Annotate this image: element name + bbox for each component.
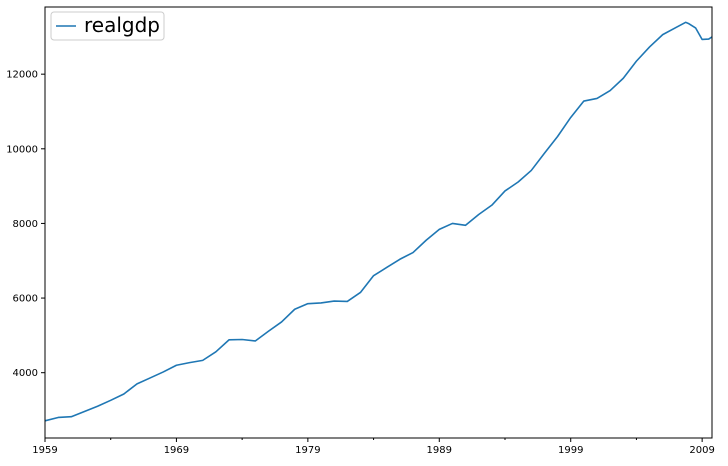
plot-frame bbox=[44, 6, 713, 439]
legend-label: realgdp bbox=[84, 13, 160, 37]
x-tick-label: 1989 bbox=[427, 445, 452, 456]
x-tick-label: 2009 bbox=[689, 445, 714, 456]
x-tick-label: 1959 bbox=[32, 445, 57, 456]
legend-box bbox=[50, 11, 165, 41]
plot-area bbox=[45, 7, 712, 438]
x-tick-label: 1999 bbox=[558, 445, 583, 456]
x-tick-label: 1969 bbox=[164, 445, 189, 456]
x-axis: 1959 1969 1979 1989 1999 2009 bbox=[32, 438, 715, 456]
y-tick-label: 10000 bbox=[6, 144, 38, 155]
y-tick-label: 6000 bbox=[13, 294, 38, 305]
legend: realgdp bbox=[50, 11, 165, 41]
y-tick-label: 12000 bbox=[6, 70, 38, 81]
x-tick-label: 1979 bbox=[295, 445, 320, 456]
series-layer bbox=[44, 21, 713, 422]
y-tick-label: 8000 bbox=[13, 219, 38, 230]
series-line-realgdp bbox=[44, 21, 713, 422]
y-axis: 4000 6000 8000 10000 12000 bbox=[6, 70, 45, 379]
y-tick-label: 4000 bbox=[13, 368, 38, 379]
